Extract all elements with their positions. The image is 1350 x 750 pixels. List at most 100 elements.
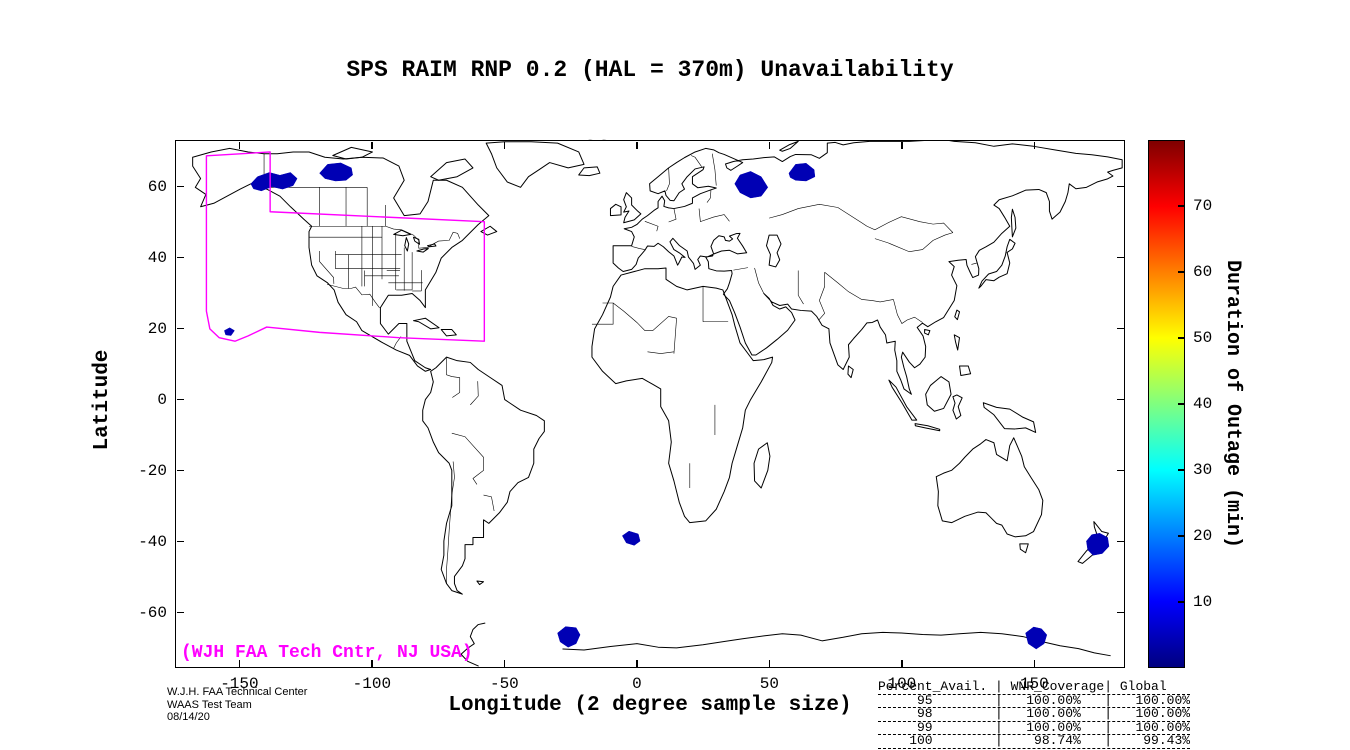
x-tick-label: 150 — [1019, 675, 1049, 693]
x-tick-mark-top — [636, 141, 638, 149]
coastline — [954, 335, 959, 350]
coastline — [405, 238, 409, 251]
coastline — [417, 249, 428, 253]
x-tick-mark-bottom — [768, 659, 771, 667]
y-tick-mark-right — [1116, 611, 1124, 614]
coastline — [926, 377, 951, 412]
outage-region-new-zealand — [1086, 533, 1108, 555]
outage-region-ural-russia — [789, 163, 815, 181]
availability-table-row: 95 | 100.00% | 100.00% — [878, 692, 1191, 708]
coastline — [848, 366, 853, 378]
coastline — [441, 330, 456, 336]
outage-region-north-canada — [320, 163, 353, 181]
credit-line-3: 08/14/20 — [167, 711, 210, 723]
coastline — [423, 357, 545, 594]
colorbar-tick-label: 60 — [1193, 263, 1213, 281]
y-tick-mark-right — [1116, 540, 1124, 543]
coastline — [889, 380, 917, 420]
political-border — [320, 251, 334, 284]
coastline — [979, 239, 1015, 288]
coastline — [613, 141, 1122, 394]
political-border — [470, 381, 478, 405]
y-tick-label: 40 — [147, 248, 167, 267]
x-axis-label: Longitude (2 degree sample size) — [448, 694, 852, 717]
political-border — [733, 268, 748, 270]
y-tick-mark-right — [1116, 398, 1124, 401]
x-tick-label: -150 — [220, 675, 259, 693]
political-border — [893, 299, 922, 323]
y-tick-label: 20 — [147, 319, 167, 338]
political-border — [769, 204, 867, 226]
coastline — [1011, 209, 1015, 237]
y-tick-label: -60 — [138, 603, 167, 622]
colorbar-tick-mark — [1177, 535, 1184, 537]
political-border — [674, 318, 677, 353]
political-border — [867, 217, 953, 233]
x-tick-mark-bottom — [371, 659, 373, 667]
y-tick-mark-left — [176, 469, 184, 472]
x-tick-mark-bottom — [901, 659, 903, 667]
colorbar-tick-mark — [1177, 469, 1184, 471]
availability-table-row: 98 | 100.00% | 100.00% — [878, 706, 1191, 722]
colorbar-tick-mark — [1177, 271, 1184, 273]
coastline — [780, 141, 799, 151]
coastline — [953, 395, 962, 419]
political-border — [707, 190, 711, 203]
waas-service-boundary — [206, 152, 484, 341]
coastline — [754, 443, 770, 488]
y-tick-label: 60 — [147, 177, 167, 196]
watermark-text: (WJH FAA Tech Cntr, NJ USA) — [181, 643, 473, 663]
colorbar-tick-mark — [1177, 601, 1184, 603]
coastline — [960, 366, 971, 376]
coastline — [610, 204, 621, 215]
political-border — [971, 263, 976, 264]
coastline — [955, 310, 960, 320]
coastline — [431, 159, 473, 180]
political-border — [632, 246, 645, 249]
political-border — [699, 209, 729, 222]
credit-block: W.J.H. FAA Technical Center WAAS Test Te… — [167, 686, 307, 724]
coastline — [486, 142, 584, 188]
x-tick-label: -100 — [352, 675, 392, 693]
y-tick-label: -20 — [138, 461, 167, 480]
credit-line-1: W.J.H. FAA Technical Center — [167, 686, 308, 698]
x-tick-mark-top — [901, 141, 903, 149]
coastline — [915, 424, 940, 431]
x-tick-mark-top — [768, 141, 771, 149]
availability-table-row: 99 | 100.00% | 100.00% — [878, 719, 1191, 735]
title-line-1: SPS RAIM RNP 0.2 (HAL = 370m) Unavailabi… — [346, 57, 954, 83]
outage-region-weddell-sea — [558, 627, 580, 648]
y-tick-label: 0 — [157, 390, 167, 409]
political-border — [645, 221, 658, 231]
y-tick-mark-right — [1116, 469, 1124, 472]
y-tick-mark-left — [176, 256, 184, 259]
coastline — [925, 330, 930, 335]
x-tick-label: -50 — [489, 675, 519, 693]
y-tick-mark-left — [176, 540, 184, 543]
x-tick-label: 100 — [887, 675, 917, 693]
colorbar-tick-label: 40 — [1193, 395, 1213, 413]
map-plot-area: (WJH FAA Tech Cntr, NJ USA) — [175, 140, 1125, 668]
colorbar-tick-mark — [1177, 403, 1184, 405]
political-border — [613, 303, 676, 331]
y-tick-mark-left — [176, 611, 184, 614]
credit-line-2: WAAS Test Team — [167, 698, 252, 711]
colorbar-tick-label: 30 — [1193, 461, 1213, 479]
outage-region-south-of-australia — [1026, 627, 1047, 649]
availability-table: Percent_Avail. | WNR_Coverage| Global 95… — [878, 680, 1191, 749]
coastline — [592, 268, 773, 523]
outage-region-alaska — [251, 172, 297, 190]
political-border — [592, 303, 613, 324]
x-tick-mark-bottom — [503, 659, 506, 667]
political-border — [447, 461, 455, 583]
x-tick-label: 0 — [632, 675, 642, 693]
y-tick-mark-left — [176, 185, 184, 188]
colorbar-tick-mark — [1177, 337, 1184, 339]
political-border — [327, 284, 380, 308]
y-tick-mark-right — [1116, 185, 1124, 188]
x-tick-mark-top — [1033, 141, 1036, 149]
political-border — [691, 156, 702, 167]
colorbar-label: Duration of Outage (min) — [1221, 259, 1244, 549]
colorbar-tick-label: 70 — [1193, 197, 1213, 215]
